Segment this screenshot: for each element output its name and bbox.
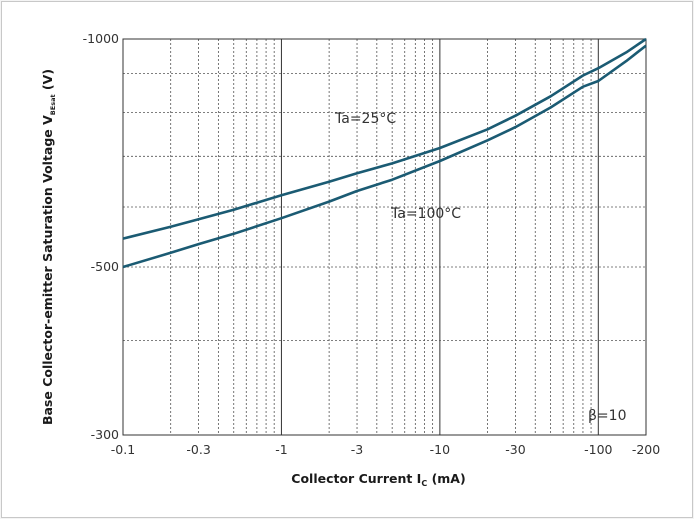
annotation-beta: β=10	[588, 408, 626, 424]
x-tick-label: -100	[584, 442, 612, 457]
x-tick-label: -0.1	[111, 442, 135, 457]
x-axis-title-subscript: C	[421, 479, 427, 488]
annotation-ta-25: Ta=25°C	[334, 111, 396, 127]
y-tick-label: -1000	[83, 31, 119, 46]
x-axis-title-main: Collector Current I	[291, 471, 421, 486]
y-axis-title-unit: (V)	[40, 69, 55, 94]
x-tick-label: -200	[632, 442, 660, 457]
tick-labels: -0.1 -0.3 -1 -3 -10 -30 -100 -200 -300 -500 -1000	[83, 31, 661, 457]
annotation-ta-100: Ta=100°C	[390, 206, 461, 222]
x-tick-label: -10	[430, 442, 450, 457]
y-axis-title: Base Collector-emitter Saturation Voltag…	[40, 69, 57, 425]
x-axis-title-unit: (mA)	[427, 471, 465, 486]
y-tick-label: -500	[91, 259, 119, 274]
x-tick-label: -1	[275, 442, 287, 457]
series-line-ta-100	[122, 44, 647, 269]
x-axis-title: Collector Current IC (mA)	[291, 471, 465, 488]
grid-layer	[123, 39, 646, 435]
x-tick-label: -3	[351, 442, 363, 457]
y-axis-title-main: Base Collector-emitter Saturation Voltag…	[40, 115, 55, 425]
series-line-ta-25	[122, 37, 647, 240]
series-layer	[122, 37, 647, 269]
y-axis-title-subscript: BEsat	[49, 94, 57, 115]
x-tick-label: -0.3	[186, 442, 210, 457]
plot-area-border	[122, 38, 647, 436]
x-tick-label: -30	[505, 442, 525, 457]
y-tick-label: -300	[91, 427, 119, 442]
